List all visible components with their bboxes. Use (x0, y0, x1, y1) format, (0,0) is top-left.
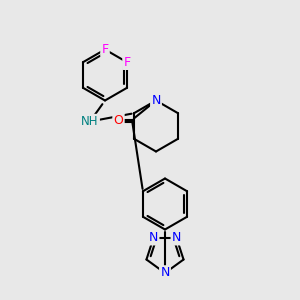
Text: N: N (160, 266, 170, 280)
Text: N: N (172, 231, 181, 244)
Text: N: N (149, 231, 158, 244)
Text: N: N (151, 94, 161, 107)
Text: O: O (114, 113, 123, 127)
Text: F: F (101, 43, 109, 56)
Text: F: F (124, 56, 130, 69)
Text: NH: NH (81, 115, 99, 128)
